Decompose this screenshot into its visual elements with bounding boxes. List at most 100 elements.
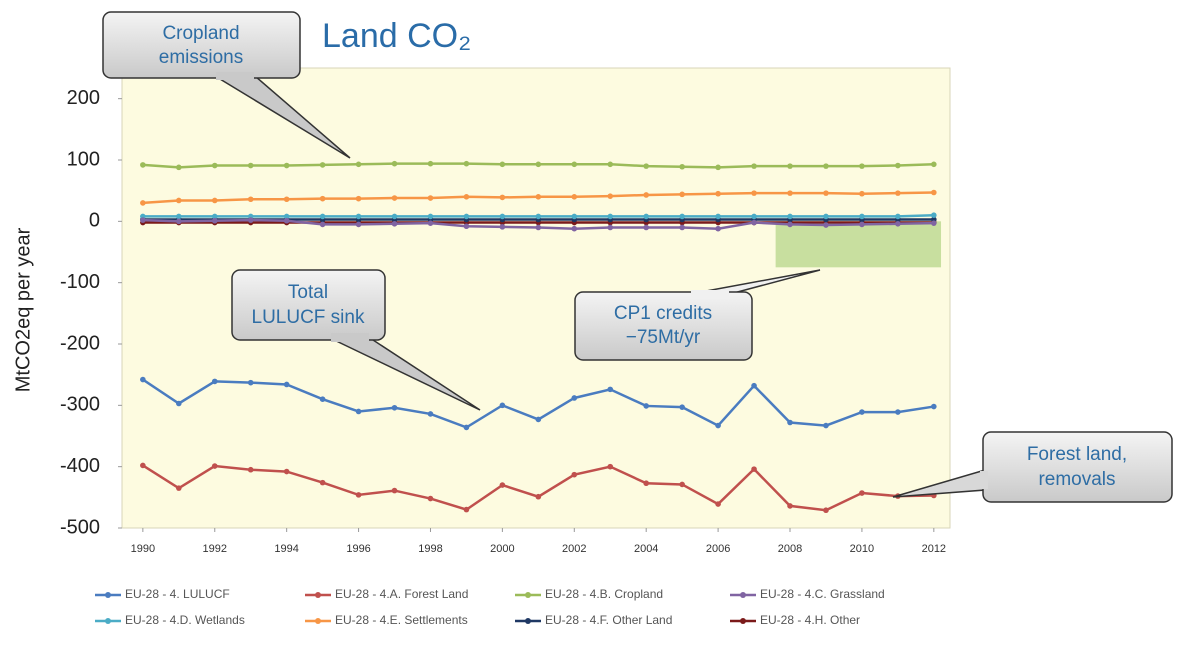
callout-text: CP1 credits (614, 303, 712, 324)
x-tick-label: 1998 (418, 543, 442, 555)
point (895, 220, 901, 227)
point (283, 162, 290, 169)
point (355, 213, 362, 220)
point (895, 190, 901, 196)
point (319, 213, 326, 220)
point (391, 487, 398, 494)
point (643, 213, 649, 220)
point (751, 190, 757, 196)
point (427, 160, 434, 167)
point (247, 466, 254, 473)
point (571, 194, 578, 200)
point (463, 194, 470, 200)
point (499, 194, 506, 201)
point (751, 466, 757, 472)
x-tick-label: 2004 (634, 543, 658, 555)
point (859, 221, 865, 228)
point (679, 163, 685, 170)
point (751, 213, 757, 220)
point (535, 213, 542, 220)
legend-label: EU-28 - 4.F. Other Land (545, 613, 672, 627)
point (607, 193, 614, 199)
point (859, 213, 865, 220)
point (823, 163, 829, 169)
legend-label: EU-28 - 4.H. Other (760, 613, 860, 627)
point (355, 161, 362, 168)
callout: Total LULUCF sink (231, 269, 481, 411)
y-axis-label: MtCO2eq per year (12, 227, 34, 392)
point (176, 164, 182, 171)
point (715, 225, 721, 232)
point (391, 404, 398, 411)
legend-swatch (105, 618, 111, 624)
point (643, 163, 649, 169)
point (715, 213, 721, 220)
point (679, 224, 685, 231)
legend-label: EU-28 - 4.B. Cropland (545, 587, 663, 601)
point (679, 481, 685, 488)
callout-text: −75Mt/yr (626, 327, 701, 348)
point (787, 190, 793, 196)
point (859, 190, 865, 197)
callout-text: LULUCF sink (252, 307, 365, 328)
point (391, 213, 398, 220)
point (643, 224, 649, 231)
x-tick-label: 1996 (346, 543, 370, 555)
chart-title: Land CO₂ (322, 17, 471, 55)
point (283, 217, 290, 224)
point (283, 213, 290, 220)
point (211, 378, 218, 385)
point (535, 194, 542, 200)
y-tick-label: -300 (60, 394, 100, 416)
point (607, 463, 614, 470)
point (931, 220, 937, 226)
point (176, 197, 182, 204)
point (176, 218, 182, 225)
y-tick-label: 0 (89, 210, 100, 232)
point (355, 492, 362, 498)
callout: CP1 credits −75Mt/yr (574, 269, 821, 361)
point (355, 408, 362, 415)
point (140, 162, 146, 168)
point (319, 479, 326, 486)
point (607, 213, 614, 220)
legend-swatch (315, 592, 321, 598)
point (787, 419, 793, 426)
point (319, 162, 326, 168)
point (211, 162, 218, 169)
x-tick-label: 2006 (706, 543, 730, 555)
point (140, 376, 146, 383)
point (211, 213, 218, 220)
point (715, 190, 721, 197)
point (176, 213, 182, 220)
point (571, 471, 578, 478)
legend-swatch (740, 592, 746, 598)
legend-swatch (105, 592, 111, 598)
legend-swatch (740, 618, 746, 624)
point (859, 163, 865, 169)
point (715, 164, 721, 171)
y-tick-label: -500 (60, 516, 100, 538)
point (319, 396, 326, 403)
legend-label: EU-28 - 4. LULUCF (125, 587, 230, 601)
point (787, 221, 793, 228)
point (571, 395, 578, 401)
point (211, 197, 218, 204)
x-tick-label: 1992 (203, 543, 227, 555)
point (715, 422, 721, 429)
point (463, 213, 470, 220)
point (463, 160, 470, 167)
point (607, 386, 614, 393)
point (931, 212, 937, 218)
point (643, 480, 649, 487)
point (823, 507, 829, 514)
point (463, 424, 470, 431)
point (571, 225, 578, 232)
point (211, 463, 218, 469)
point (355, 221, 362, 228)
legend-label: EU-28 - 4.E. Settlements (335, 613, 468, 627)
point (643, 403, 649, 409)
legend-swatch (315, 618, 321, 624)
legend-swatch (525, 618, 531, 624)
